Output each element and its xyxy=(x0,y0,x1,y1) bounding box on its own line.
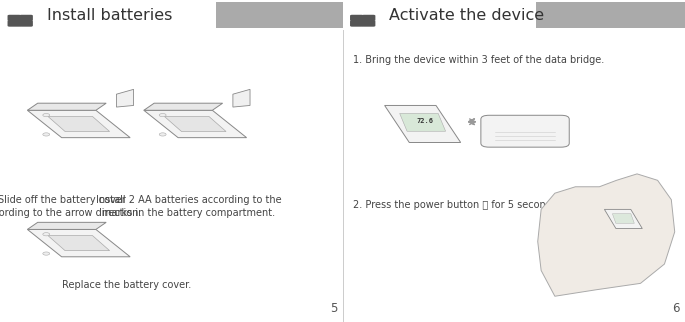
FancyBboxPatch shape xyxy=(481,115,569,147)
FancyBboxPatch shape xyxy=(8,20,21,27)
Circle shape xyxy=(42,252,49,255)
Polygon shape xyxy=(233,89,250,107)
Polygon shape xyxy=(27,230,130,257)
Bar xyxy=(216,2,342,28)
FancyBboxPatch shape xyxy=(8,15,21,21)
Polygon shape xyxy=(164,117,226,131)
Circle shape xyxy=(42,133,49,136)
Polygon shape xyxy=(48,117,110,131)
Text: 72.6: 72.6 xyxy=(416,118,434,124)
Text: Replace the battery cover.: Replace the battery cover. xyxy=(62,280,191,290)
Polygon shape xyxy=(48,236,110,251)
Text: Install 2 AA batteries according to the
marks in the battery compartment.: Install 2 AA batteries according to the … xyxy=(96,195,281,218)
Text: 5: 5 xyxy=(330,302,337,315)
Bar xyxy=(536,2,685,28)
Text: Install batteries: Install batteries xyxy=(47,8,172,23)
FancyBboxPatch shape xyxy=(350,20,364,27)
FancyBboxPatch shape xyxy=(362,20,375,27)
Polygon shape xyxy=(385,106,460,143)
Text: Slide off the battery cover
according to the arrow direction.: Slide off the battery cover according to… xyxy=(0,195,141,218)
Text: 6: 6 xyxy=(673,302,680,315)
FancyBboxPatch shape xyxy=(19,20,33,27)
Polygon shape xyxy=(27,110,130,138)
FancyBboxPatch shape xyxy=(19,15,33,21)
Circle shape xyxy=(42,114,49,117)
Polygon shape xyxy=(27,103,106,110)
Circle shape xyxy=(159,133,166,136)
Polygon shape xyxy=(116,89,134,107)
Polygon shape xyxy=(612,214,634,223)
Polygon shape xyxy=(27,222,106,230)
Text: Activate the device: Activate the device xyxy=(389,8,544,23)
Circle shape xyxy=(42,232,49,236)
Text: 1. Bring the device within 3 feet of the data bridge.: 1. Bring the device within 3 feet of the… xyxy=(353,55,604,65)
Text: 2. Press the power button ⏻ for 5 seconds.: 2. Press the power button ⏻ for 5 second… xyxy=(353,200,560,210)
Polygon shape xyxy=(144,103,223,110)
FancyBboxPatch shape xyxy=(350,15,364,21)
Polygon shape xyxy=(538,174,675,296)
FancyBboxPatch shape xyxy=(362,15,375,21)
Bar xyxy=(0,0,342,30)
Bar xyxy=(342,0,685,30)
Polygon shape xyxy=(604,209,643,229)
Circle shape xyxy=(159,114,166,117)
Polygon shape xyxy=(144,110,247,138)
Polygon shape xyxy=(399,113,446,131)
